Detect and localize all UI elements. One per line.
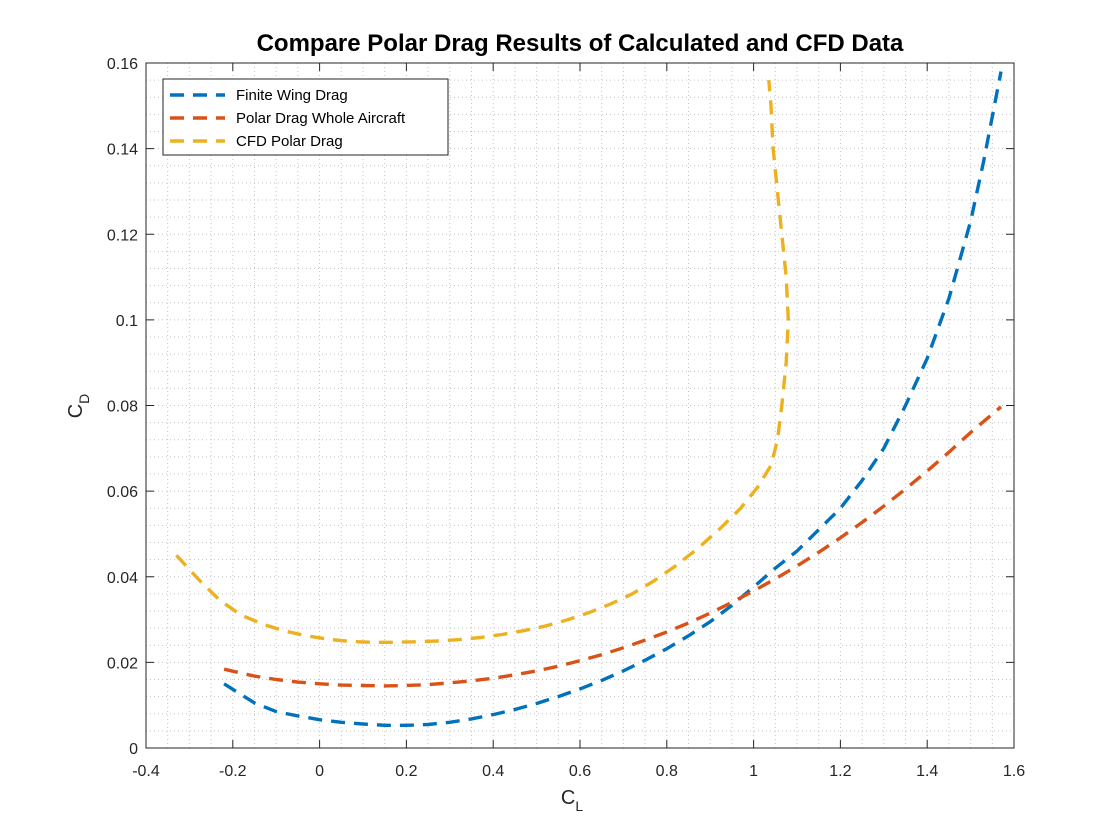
legend: Finite Wing Drag Polar Drag Whole Aircraf… (162, 78, 449, 156)
y-axis-label-main: C (65, 404, 87, 418)
x-tick-label: 1 (749, 763, 758, 780)
x-tick-label: -0.4 (132, 763, 160, 780)
x-axis-label-subscript: L (575, 798, 583, 814)
y-tick-label: 0.04 (107, 570, 138, 587)
x-tick-label: -0.2 (219, 763, 247, 780)
y-tick-label: 0.08 (107, 399, 138, 416)
legend-label-finite-wing-drag: Finite Wing Drag (236, 87, 348, 104)
series-line-finite-wing-drag (223, 71, 1003, 727)
x-tick-label: 0.8 (656, 763, 678, 780)
y-tick-labels: 0 0.02 0.04 0.06 0.08 0.1 0.12 0.14 0.16 (107, 56, 138, 758)
x-tick-label: 1.4 (916, 763, 938, 780)
y-tick-label: 0.02 (107, 655, 138, 672)
legend-entries: Finite Wing Drag Polar Drag Whole Aircraf… (170, 87, 406, 150)
series-line-polar-drag-whole-aircraft (223, 405, 1003, 688)
legend-label-cfd-polar-drag: CFD Polar Drag (236, 133, 343, 150)
series-layer (175, 71, 1003, 727)
chart-title: Compare Polar Drag Results of Calculated… (257, 30, 904, 57)
y-tick-label: 0.06 (107, 484, 138, 501)
x-axis-label: CL (561, 787, 583, 814)
y-axis-label-subscript: D (76, 394, 92, 404)
x-tick-labels: -0.4 -0.2 0 0.2 0.4 0.6 0.8 1 1.2 1.4 1.6 (132, 763, 1025, 780)
x-tick-label: 0 (315, 763, 324, 780)
y-axis-label: CD (65, 394, 92, 419)
x-axis-label-main: C (561, 787, 575, 809)
tick-layer (145, 62, 1015, 749)
legend-box (162, 78, 449, 156)
y-tick-label: 0.14 (107, 142, 138, 159)
x-tick-label: 0.2 (395, 763, 417, 780)
x-tick-label: 0.4 (482, 763, 504, 780)
y-tick-label: 0.12 (107, 227, 138, 244)
grid-layer (146, 63, 1014, 748)
series-line-cfd-polar-drag (175, 79, 790, 644)
y-tick-label: 0.1 (116, 313, 138, 330)
y-tick-label: 0.16 (107, 56, 138, 73)
legend-label-polar-drag-whole-aircraft: Polar Drag Whole Aircraft (236, 110, 406, 127)
y-tick-label: 0 (129, 741, 138, 758)
x-tick-label: 1.6 (1003, 763, 1025, 780)
x-tick-label: 1.2 (829, 763, 851, 780)
x-tick-label: 0.6 (569, 763, 591, 780)
